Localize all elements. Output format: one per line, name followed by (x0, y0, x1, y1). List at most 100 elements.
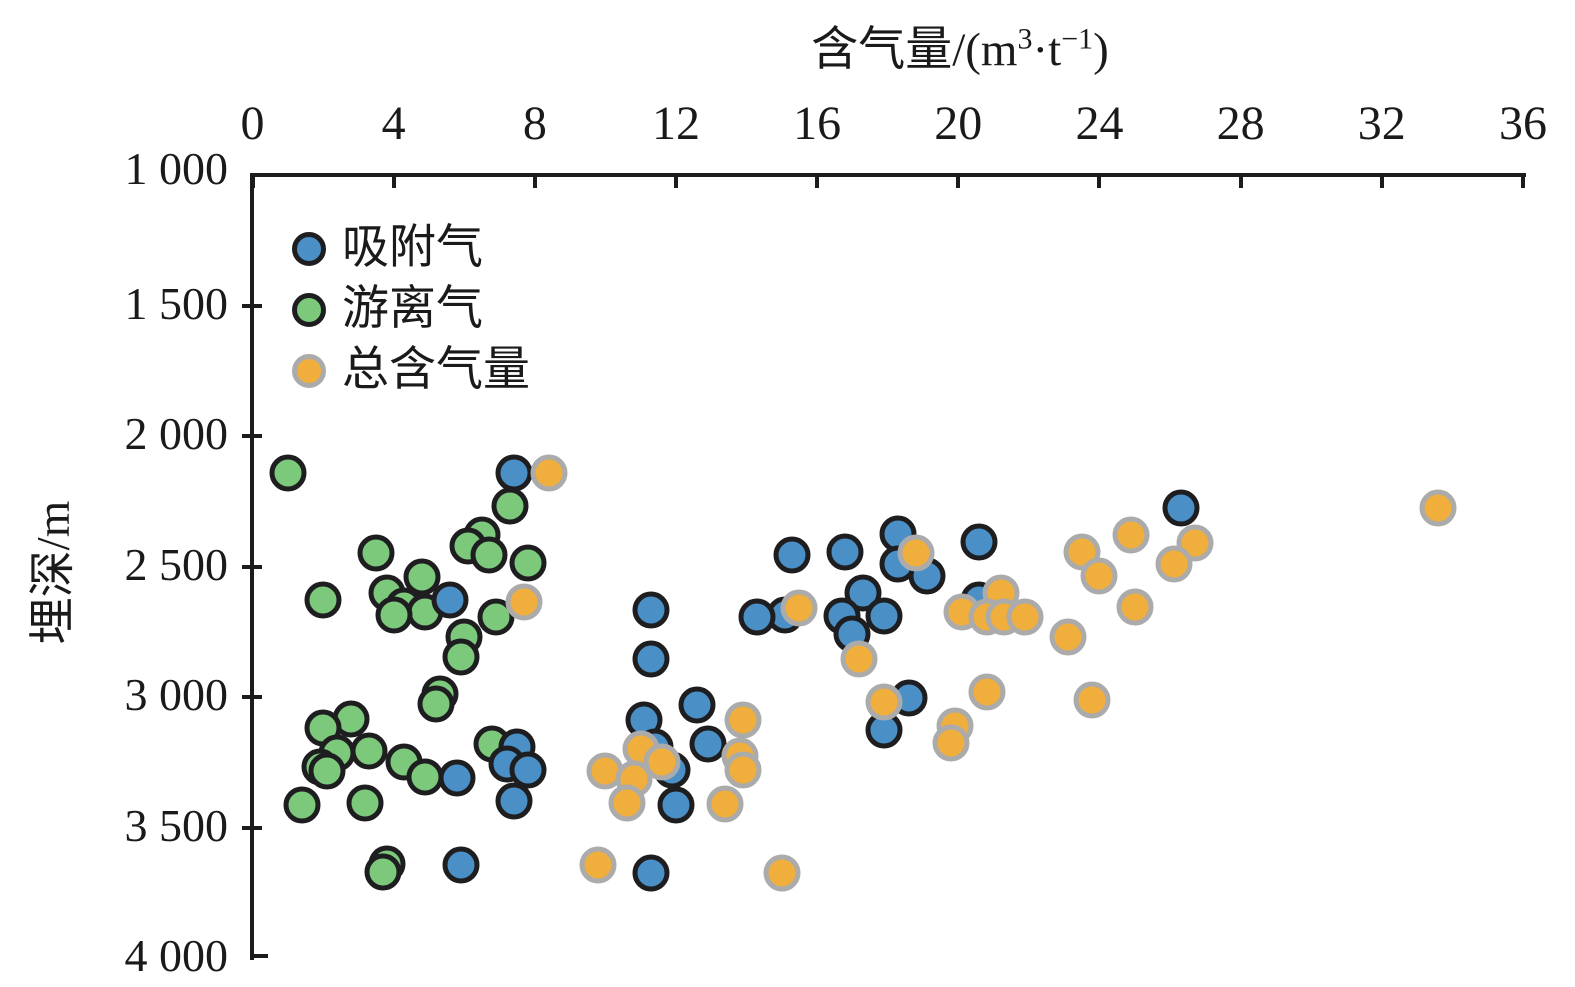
x-axis-title: 含气量/(m3·t−1) (560, 10, 1360, 79)
data-point-总含气量 (724, 701, 762, 739)
data-point-游离气 (491, 487, 529, 525)
legend-item-adsorbed-gas: 吸附气 (292, 218, 530, 279)
legend-label-free-gas: 游离气 (342, 283, 483, 335)
data-point-吸附气 (826, 533, 864, 571)
data-point-游离气 (509, 544, 547, 582)
data-point-总含气量 (579, 846, 617, 884)
y-tick-label: 2 000 (124, 408, 229, 459)
x-axis-title-close: ) (1093, 24, 1109, 76)
x-axis-line (250, 173, 1526, 177)
y-tick (242, 825, 262, 830)
data-point-吸附气 (678, 686, 716, 724)
x-tick (1097, 175, 1102, 188)
x-tick-label: 32 (1357, 97, 1406, 150)
data-point-总含气量 (780, 589, 818, 627)
legend-label-total-gas: 总含气量 (342, 344, 530, 396)
data-point-总含气量 (968, 673, 1006, 711)
data-point-总含气量 (840, 640, 878, 678)
data-point-总含气量 (608, 784, 646, 822)
total-gas-marker-icon (292, 353, 326, 388)
data-point-吸附气 (960, 523, 998, 561)
x-tick-label: 20 (934, 97, 983, 150)
x-axis-title-mid: ·t (1032, 24, 1062, 76)
y-tick-label: 3 500 (124, 799, 229, 851)
data-point-吸附气 (773, 536, 811, 574)
x-tick (1379, 175, 1384, 188)
data-point-总含气量 (932, 724, 970, 762)
y-tick-bottom (250, 954, 268, 958)
x-axis-title-text: 含气量/(m (811, 24, 1018, 76)
free-gas-marker-icon (292, 292, 326, 327)
x-tick (956, 175, 961, 188)
data-point-吸附气 (632, 854, 670, 892)
data-point-吸附气 (632, 591, 670, 629)
x-tick (391, 175, 396, 188)
y-tick (242, 564, 262, 569)
data-point-总含气量 (763, 854, 801, 892)
data-point-吸附气 (689, 725, 727, 763)
data-point-吸附气 (509, 751, 547, 789)
data-point-总含气量 (1006, 598, 1044, 636)
data-point-总含气量 (530, 454, 568, 492)
x-tick-label: 28 (1216, 97, 1265, 150)
data-point-总含气量 (706, 785, 744, 823)
data-point-总含气量 (505, 583, 543, 621)
data-point-总含气量 (1419, 489, 1457, 527)
data-point-总含气量 (724, 751, 762, 789)
legend: 吸附气 游离气 总含气量 (292, 218, 530, 401)
y-tick (242, 695, 262, 699)
data-point-吸附气 (495, 782, 533, 820)
data-point-游离气 (477, 598, 515, 636)
data-point-游离气 (364, 853, 402, 891)
data-point-吸附气 (865, 597, 903, 635)
x-tick-label: 12 (651, 97, 700, 150)
x-tick (532, 175, 537, 188)
data-point-总含气量 (1116, 588, 1154, 626)
x-tick-label: 8 (522, 97, 547, 150)
y-tick (242, 303, 262, 308)
x-tick (1238, 175, 1243, 188)
y-tick-label: 3 000 (124, 669, 229, 720)
adsorbed-gas-marker-icon (292, 231, 326, 266)
data-point-游离气 (308, 752, 346, 790)
data-point-游离气 (346, 784, 384, 822)
data-point-吸附气 (738, 598, 776, 636)
legend-label-adsorbed-gas: 吸附气 (342, 222, 483, 274)
legend-item-free-gas: 游离气 (292, 279, 530, 340)
data-point-吸附气 (1162, 489, 1200, 527)
data-point-总含气量 (1049, 618, 1087, 656)
x-axis-title-sup-3: 3 (1017, 22, 1033, 56)
data-point-总含气量 (865, 683, 903, 721)
data-point-吸附气 (657, 786, 695, 824)
data-point-游离气 (283, 786, 321, 824)
legend-item-total-gas: 总含气量 (292, 340, 530, 401)
data-point-总含气量 (643, 743, 681, 781)
data-point-吸附气 (431, 581, 469, 619)
x-tick-label: 16 (793, 97, 842, 150)
data-point-游离气 (304, 581, 342, 619)
data-point-总含气量 (897, 534, 935, 572)
x-tick (250, 175, 255, 188)
data-point-游离气 (350, 732, 388, 769)
data-point-总含气量 (1155, 545, 1193, 583)
x-tick-label: 4 (381, 97, 406, 150)
data-point-吸附气 (495, 454, 533, 492)
data-point-游离气 (417, 685, 455, 723)
data-point-游离气 (269, 454, 307, 492)
y-tick-label: 2 500 (124, 538, 229, 590)
data-point-吸附气 (632, 640, 670, 678)
y-tick-label: 1 000 (124, 143, 229, 194)
data-point-总含气量 (1080, 557, 1118, 595)
data-point-游离气 (442, 638, 480, 676)
x-tick-label: 24 (1075, 97, 1124, 150)
x-axis-title-sup-minus1: −1 (1061, 22, 1094, 56)
x-tick-label: 0 (240, 97, 265, 150)
y-tick-label: 4 000 (124, 930, 229, 981)
x-tick-label: 36 (1498, 97, 1547, 150)
data-point-总含气量 (1073, 681, 1111, 719)
x-tick (1520, 175, 1525, 188)
y-tick-label: 1 500 (124, 277, 229, 329)
data-point-总含气量 (1112, 516, 1150, 554)
x-tick (673, 175, 678, 188)
